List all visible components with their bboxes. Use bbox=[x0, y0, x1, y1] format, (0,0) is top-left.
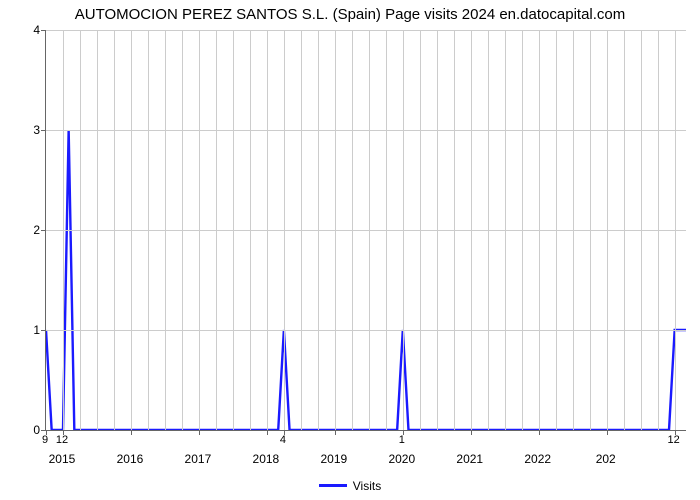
vgrid-line bbox=[352, 30, 353, 430]
y-tick-mark bbox=[41, 330, 46, 331]
x-major-tick-label: 2022 bbox=[524, 452, 551, 466]
y-tick-mark bbox=[41, 30, 46, 31]
chart-container: AUTOMOCION PEREZ SANTOS S.L. (Spain) Pag… bbox=[0, 0, 700, 500]
vgrid-line bbox=[199, 30, 200, 430]
vgrid-line bbox=[624, 30, 625, 430]
vgrid-line bbox=[522, 30, 523, 430]
x-major-tick-label: 2019 bbox=[320, 452, 347, 466]
vgrid-line bbox=[335, 30, 336, 430]
x-major-tick-label: 2017 bbox=[185, 452, 212, 466]
vgrid-line bbox=[97, 30, 98, 430]
vgrid-line bbox=[63, 30, 64, 430]
vgrid-line bbox=[165, 30, 166, 430]
x-major-tick-label: 202 bbox=[596, 452, 616, 466]
vgrid-line bbox=[250, 30, 251, 430]
y-tick-mark bbox=[41, 130, 46, 131]
y-tick-mark bbox=[41, 230, 46, 231]
vgrid-line bbox=[505, 30, 506, 430]
legend: Visits bbox=[0, 478, 700, 493]
vgrid-line bbox=[216, 30, 217, 430]
vgrid-line bbox=[114, 30, 115, 430]
x-major-tick-label: 2020 bbox=[388, 452, 415, 466]
x-tick-mark bbox=[471, 430, 472, 435]
vgrid-line bbox=[590, 30, 591, 430]
vgrid-line bbox=[386, 30, 387, 430]
y-tick-label: 3 bbox=[10, 123, 40, 137]
vgrid-line bbox=[675, 30, 676, 430]
x-minor-tick-label: 4 bbox=[280, 434, 286, 446]
x-tick-mark bbox=[131, 430, 132, 435]
legend-swatch bbox=[319, 484, 347, 487]
x-minor-tick-label: 12 bbox=[56, 434, 68, 446]
x-minor-tick-label: 12 bbox=[668, 434, 680, 446]
x-minor-tick-label: 9 bbox=[42, 434, 48, 446]
legend-label: Visits bbox=[353, 479, 381, 493]
vgrid-line bbox=[233, 30, 234, 430]
vgrid-line bbox=[573, 30, 574, 430]
vgrid-line bbox=[437, 30, 438, 430]
chart-title: AUTOMOCION PEREZ SANTOS S.L. (Spain) Pag… bbox=[0, 6, 700, 23]
x-major-tick-label: 2021 bbox=[456, 452, 483, 466]
vgrid-line bbox=[658, 30, 659, 430]
vgrid-line bbox=[556, 30, 557, 430]
x-minor-tick-label: 1 bbox=[399, 434, 405, 446]
vgrid-line bbox=[454, 30, 455, 430]
vgrid-line bbox=[641, 30, 642, 430]
vgrid-line bbox=[420, 30, 421, 430]
y-tick-label: 2 bbox=[10, 223, 40, 237]
vgrid-line bbox=[369, 30, 370, 430]
vgrid-line bbox=[301, 30, 302, 430]
vgrid-line bbox=[284, 30, 285, 430]
y-tick-label: 1 bbox=[10, 323, 40, 337]
x-tick-mark bbox=[607, 430, 608, 435]
x-tick-mark bbox=[267, 430, 268, 435]
vgrid-line bbox=[131, 30, 132, 430]
vgrid-line bbox=[539, 30, 540, 430]
plot-area bbox=[45, 30, 686, 431]
x-tick-mark bbox=[539, 430, 540, 435]
vgrid-line bbox=[488, 30, 489, 430]
vgrid-line bbox=[182, 30, 183, 430]
vgrid-line bbox=[148, 30, 149, 430]
x-major-tick-label: 2016 bbox=[117, 452, 144, 466]
vgrid-line bbox=[403, 30, 404, 430]
vgrid-line bbox=[607, 30, 608, 430]
y-tick-label: 4 bbox=[10, 23, 40, 37]
y-tick-label: 0 bbox=[10, 423, 40, 437]
x-tick-mark bbox=[335, 430, 336, 435]
vgrid-line bbox=[318, 30, 319, 430]
x-major-tick-label: 2018 bbox=[253, 452, 280, 466]
vgrid-line bbox=[80, 30, 81, 430]
x-major-tick-label: 2015 bbox=[49, 452, 76, 466]
vgrid-line bbox=[267, 30, 268, 430]
x-tick-mark bbox=[199, 430, 200, 435]
vgrid-line bbox=[471, 30, 472, 430]
